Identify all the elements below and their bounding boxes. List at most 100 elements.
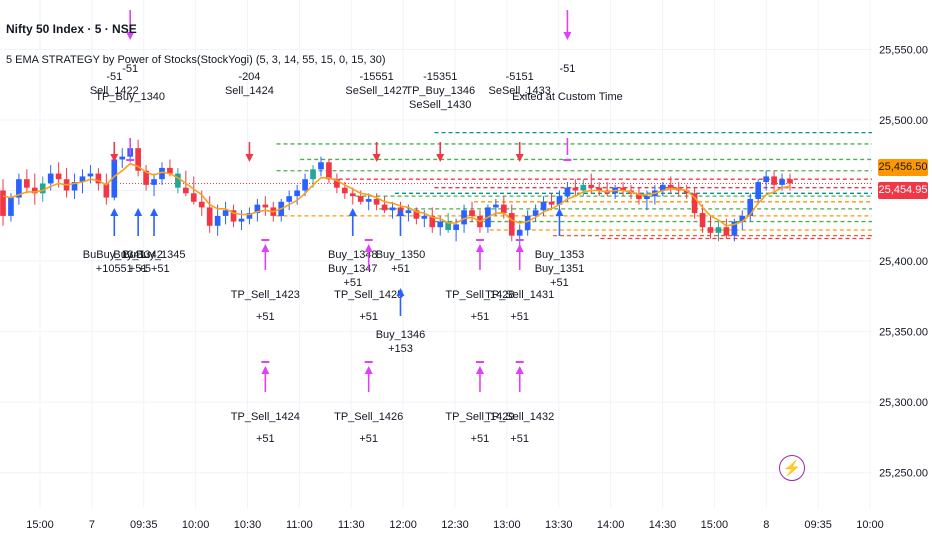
candle-body	[222, 210, 229, 216]
candle-body	[238, 218, 245, 222]
signal-label: Buy_1347	[328, 263, 378, 275]
buy-arrow-head	[150, 208, 159, 216]
candle-body	[707, 227, 714, 233]
x-tick-label: 13:30	[545, 519, 573, 531]
candle-body	[620, 187, 626, 191]
candle-body	[230, 210, 237, 222]
candle-body	[119, 156, 126, 160]
candle-body	[683, 190, 690, 194]
tp-arrow-head	[126, 32, 135, 40]
signal-label: BuBuy_1345	[123, 249, 186, 261]
candle-body	[286, 196, 293, 202]
candle-body	[198, 201, 205, 208]
signal-label: Buy_1342	[113, 249, 163, 261]
signal-sell: -204 Sell_1424	[225, 71, 274, 162]
x-tick-label: 10:30	[234, 519, 262, 531]
y-tick-label: 25,400.00	[879, 256, 928, 268]
signal-label: -5151	[506, 71, 534, 83]
signal-label: SeSell_1433	[489, 85, 551, 97]
signal-label: TP_Sell_1424	[231, 411, 300, 423]
signal-label: +51	[359, 311, 378, 323]
signal-label: SeSell_1430	[409, 99, 471, 111]
x-tick-label: 13:00	[493, 519, 521, 531]
candle-body	[151, 179, 157, 185]
lightning-icon[interactable]: ⚡	[779, 455, 805, 481]
candle-body	[334, 179, 340, 188]
x-tick-label: 8	[763, 519, 769, 531]
candle-body	[31, 187, 38, 194]
signal-label: +51	[471, 433, 490, 445]
x-tick-label: 11:30	[338, 519, 365, 531]
buy-arrow-head	[110, 208, 119, 216]
tp-arrow-head	[261, 366, 270, 374]
candle-body	[723, 227, 730, 236]
signal-label: +51	[129, 263, 148, 275]
signal-label: Buy_1350	[376, 249, 426, 261]
signal-label: +51	[391, 263, 410, 275]
candle-body	[190, 193, 197, 202]
candle-body	[341, 187, 348, 194]
signal-tp_bottom2: TP_Sell_1432 +51	[485, 361, 554, 445]
x-tick-label: 11:00	[286, 519, 313, 531]
candle-body	[349, 193, 356, 197]
sell-arrow-head	[515, 154, 524, 162]
signal-buy: Buy_1346 +153	[376, 288, 425, 355]
signal-label: -51	[559, 63, 575, 75]
signal-label: TP_Sell_1426	[334, 411, 403, 423]
candle-body	[0, 190, 6, 216]
candle-body	[659, 184, 666, 191]
candle-body	[39, 183, 46, 194]
candle-body	[206, 207, 213, 226]
candle-body	[183, 187, 189, 194]
candle-body	[79, 176, 86, 183]
x-tick-label: 12:30	[441, 519, 469, 531]
tp-arrow-head	[261, 244, 270, 252]
candle-body	[691, 193, 698, 214]
candle-body	[294, 190, 300, 197]
buy-arrow-head	[396, 288, 405, 296]
candle-body	[445, 221, 452, 231]
signal-label: +51	[510, 433, 529, 445]
candle-body	[55, 173, 62, 180]
candle-body	[532, 210, 539, 216]
signal-buy: Buy_1342 +51	[113, 208, 163, 275]
x-tick-label: 15:00	[26, 519, 54, 531]
candle-body	[71, 182, 78, 191]
candle-body	[135, 148, 141, 171]
candle-body	[95, 173, 102, 184]
signal-buy: BuBuy_1345 +5+51	[123, 208, 186, 275]
candle-body	[644, 196, 650, 199]
candle-body	[747, 198, 754, 216]
candle-body	[516, 230, 523, 236]
signal-label: BuBuy_1341	[83, 249, 146, 261]
signal-label: TP_Sell_1425	[334, 289, 403, 301]
signal-tp_bottom: TP_Sell_1423 +51	[231, 239, 300, 323]
signal-sell: -15551 SeSell_1427	[345, 71, 408, 162]
candle-body	[787, 179, 793, 184]
candle-body	[453, 224, 459, 231]
ema-line	[2, 162, 791, 227]
tp-arrow-head	[364, 244, 373, 252]
candle-body	[175, 173, 181, 188]
candle-body	[143, 170, 149, 185]
candle-body	[493, 204, 499, 208]
candle-body	[540, 201, 547, 211]
candle-body	[771, 176, 777, 185]
signal-label: +51	[471, 311, 490, 323]
candle-body	[262, 204, 269, 208]
x-tick-label: 14:00	[597, 519, 625, 531]
candle-body	[214, 215, 221, 226]
signal-sell: -15351 TP_Buy_1346 SeSell_1430	[405, 71, 475, 162]
sell-arrow-head	[110, 154, 119, 162]
signal-tp_bottom: TP_Sell_1431 +51	[485, 239, 554, 323]
signal-buy: Buy_1350 +51	[376, 208, 426, 275]
signal-label: +153	[388, 343, 413, 355]
x-tick-label: 12:00	[389, 519, 417, 531]
candle-body	[739, 215, 746, 222]
candle-body	[310, 169, 316, 180]
candle-body	[381, 204, 388, 211]
signal-label: TP_Buy_1340	[95, 91, 165, 103]
signal-label: -51	[122, 63, 138, 75]
